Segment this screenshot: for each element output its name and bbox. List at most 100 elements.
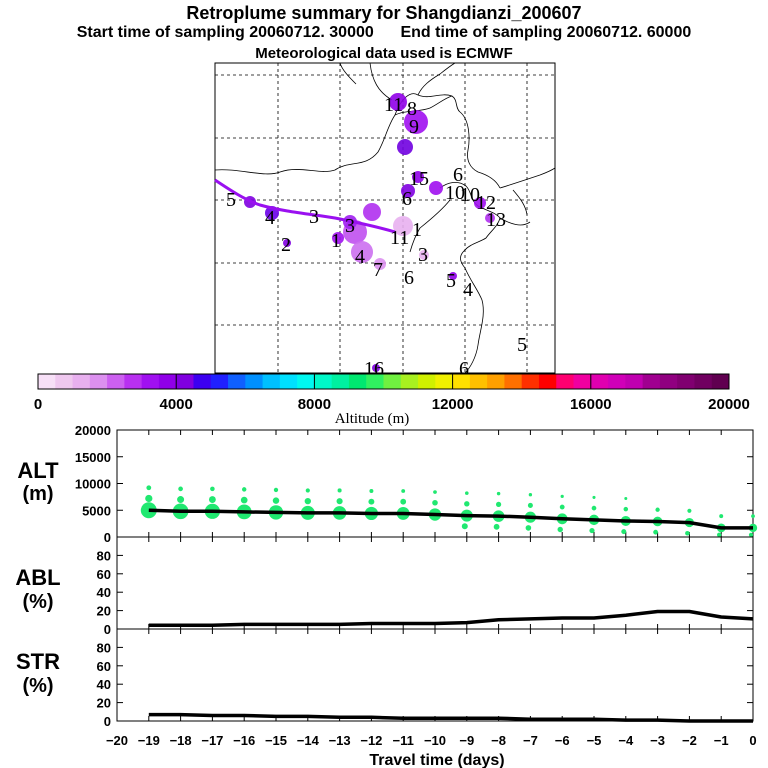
- y-tick-label: 60: [97, 567, 111, 582]
- altitude-bubble: [433, 490, 437, 494]
- altitude-bubbles: [140, 485, 758, 538]
- y-tick-label: 80: [97, 640, 111, 655]
- x-tick-label: −4: [618, 733, 634, 748]
- colorbar-segment: [452, 374, 471, 389]
- chart-title: Retroplume summary for Shangdianzi_20060…: [186, 3, 582, 23]
- altitude-bubble: [717, 532, 722, 538]
- x-tick-label: −18: [170, 733, 192, 748]
- colorbar-segment: [38, 374, 56, 389]
- panel-str: 0 20 40 60 80 STR(%): [16, 628, 754, 729]
- altitude-bubble: [464, 501, 470, 507]
- colorbar-segment: [176, 374, 194, 389]
- altitude-bubble: [748, 532, 754, 537]
- plume-marker: [429, 181, 443, 195]
- altitude-bubble: [589, 527, 595, 534]
- panel-unit: (%): [22, 591, 53, 613]
- y-tick-label: 15000: [75, 450, 111, 465]
- map-day-label: 4: [265, 207, 275, 229]
- altitude-bubble: [140, 502, 157, 519]
- colorbar-segment: [625, 374, 644, 389]
- colorbar-segment: [677, 374, 695, 389]
- colorbar-segment: [608, 374, 626, 389]
- altitude-bubble: [623, 506, 629, 512]
- map-day-label: 3: [418, 244, 428, 266]
- y-tick-label: 5000: [82, 503, 111, 518]
- x-tick-label: −5: [587, 733, 602, 748]
- panel-frame: [116, 536, 754, 630]
- centroid-track-line: [214, 178, 396, 234]
- altitude-bubble: [653, 529, 658, 535]
- altitude-bubble: [685, 530, 690, 536]
- x-tick-label: −2: [682, 733, 697, 748]
- x-tick-label: −9: [459, 733, 474, 748]
- colorbar-segment: [694, 374, 713, 389]
- x-tick-label: −17: [201, 733, 223, 748]
- y-tick-label: 80: [97, 548, 111, 563]
- altitude-bubble: [146, 485, 152, 491]
- y-tick-label: 0: [104, 714, 111, 729]
- x-tick-label: −14: [297, 733, 320, 748]
- colorbar-segment: [107, 374, 125, 389]
- colorbar-segment: [590, 374, 609, 389]
- y-tick-label: 60: [97, 659, 111, 674]
- colorbar-ticks: 0 4000 8000 12000 16000 20000: [34, 374, 750, 413]
- map-day-label: 8: [407, 98, 417, 120]
- map-day-label: 6: [459, 358, 469, 380]
- x-tick-label: −20: [106, 733, 128, 748]
- altitude-bubble: [401, 489, 406, 493]
- altitude-bubble: [241, 487, 247, 492]
- plume-markers: [244, 93, 495, 372]
- colorbar-segment: [556, 374, 575, 389]
- map-day-label: 7: [373, 259, 383, 281]
- map-grid: [215, 63, 555, 373]
- plume-marker: [374, 258, 386, 270]
- colorbar-tick-label: 4000: [160, 396, 193, 413]
- panel-label: ABL: [15, 565, 60, 590]
- panel-unit: (m): [22, 483, 53, 505]
- y-tick-label: 20: [97, 696, 111, 711]
- panel-label: STR: [16, 649, 60, 674]
- x-tick-label: 0: [749, 733, 756, 748]
- panel-abl: 0 20 40 60 80 ABL(%): [15, 536, 754, 637]
- map-day-label: 1: [412, 219, 422, 241]
- map-day-label: 12: [476, 192, 496, 214]
- plume-marker: [404, 110, 428, 134]
- colorbar-segment: [72, 374, 91, 389]
- map-day-label: 6: [453, 164, 463, 186]
- altitude-bubble: [592, 495, 596, 499]
- colorbar-segment: [418, 374, 436, 389]
- colorbar-segment: [297, 374, 315, 389]
- altitude-bubble: [273, 487, 279, 493]
- colorbar-tick-label: 0: [34, 396, 42, 413]
- colorbar-segment: [487, 374, 505, 389]
- altitude-bubble: [493, 523, 500, 530]
- altitude-bubble: [591, 505, 597, 511]
- plume-marker: [283, 239, 291, 247]
- x-axis-ticks: −20 −19 −18 −17 −16 −15 −14 −13 −12 −11 −10 −9 −8 −7−…: [106, 733, 757, 748]
- altitude-bubble: [304, 498, 311, 505]
- plume-marker: [393, 216, 413, 236]
- altitude-bubble: [465, 491, 469, 495]
- map-day-label: 1: [331, 230, 341, 252]
- altitude-bubble: [525, 525, 532, 531]
- altitude-bubble: [559, 504, 565, 510]
- altitude-bubble: [369, 489, 374, 493]
- plume-marker: [401, 184, 415, 198]
- altitude-bubble: [337, 488, 342, 493]
- series-line: [148, 712, 753, 723]
- colorbar-segment: [314, 374, 333, 389]
- altitude-bubble: [527, 502, 533, 508]
- altitude-colorbar: [37, 373, 730, 390]
- meteo-source: Meteorological data used is ECMWF: [255, 45, 513, 62]
- map-day-label: 4: [463, 279, 473, 301]
- series-line: [148, 609, 754, 628]
- x-tick-label: −16: [233, 733, 255, 748]
- altitude-bubble: [210, 486, 215, 492]
- colorbar-segment: [573, 374, 592, 389]
- y-tick-label: 40: [97, 585, 111, 600]
- colorbar-tick-label: 16000: [570, 396, 612, 413]
- panel-label: ALT: [17, 458, 59, 483]
- map-day-label: 10: [460, 184, 480, 206]
- plume-marker: [351, 241, 373, 263]
- map-day-label: 2: [281, 234, 291, 256]
